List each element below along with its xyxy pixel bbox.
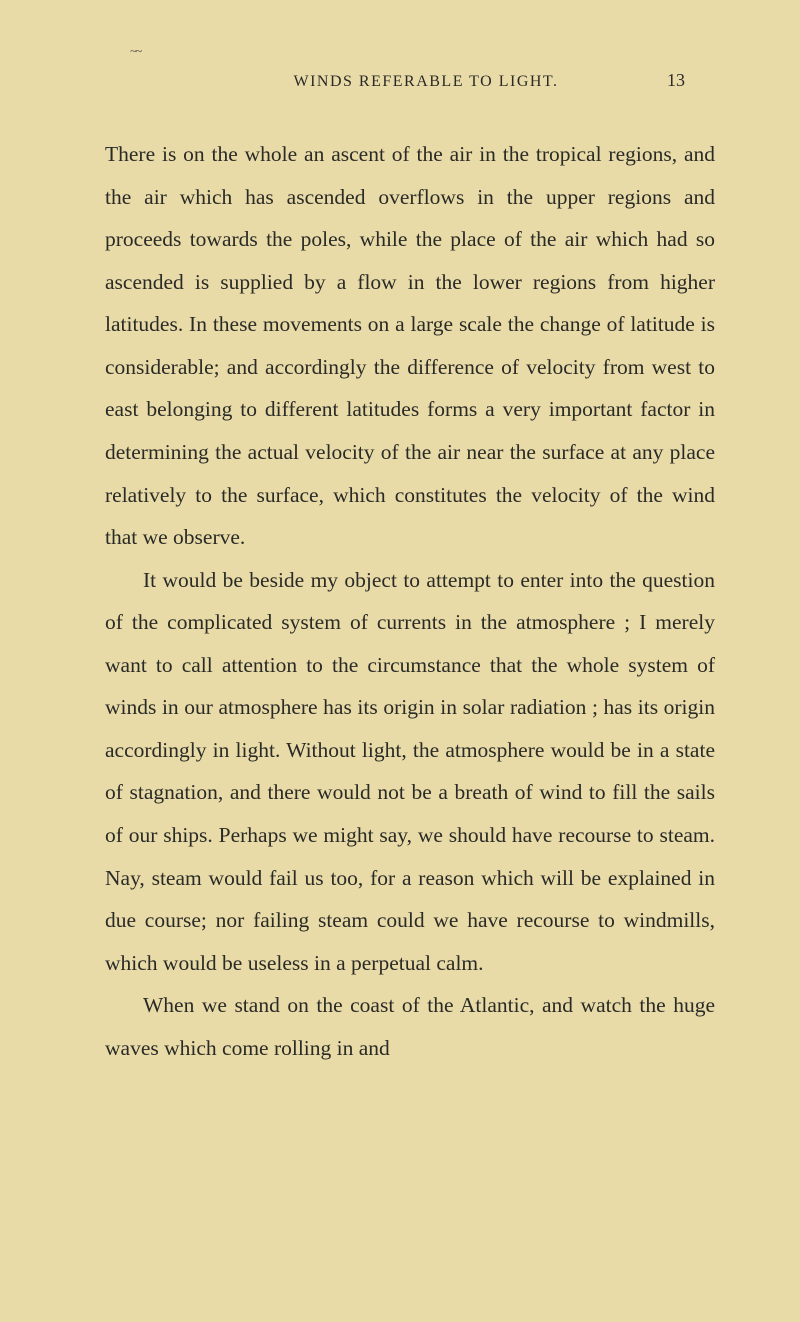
paragraph-1: There is on the whole an ascent of the a… (105, 133, 715, 559)
header-row: WINDS REFERABLE TO LIGHT. 13 (105, 70, 715, 91)
body-text: There is on the whole an ascent of the a… (105, 133, 715, 1069)
page-container: WINDS REFERABLE TO LIGHT. 13 There is on… (0, 0, 800, 1322)
page-scribble-mark: ~~ (130, 44, 141, 59)
paragraph-3: When we stand on the coast of the Atlant… (105, 984, 715, 1069)
running-header: WINDS REFERABLE TO LIGHT. (185, 73, 667, 91)
page-number: 13 (667, 70, 685, 91)
paragraph-2: It would be beside my object to attempt … (105, 559, 715, 985)
